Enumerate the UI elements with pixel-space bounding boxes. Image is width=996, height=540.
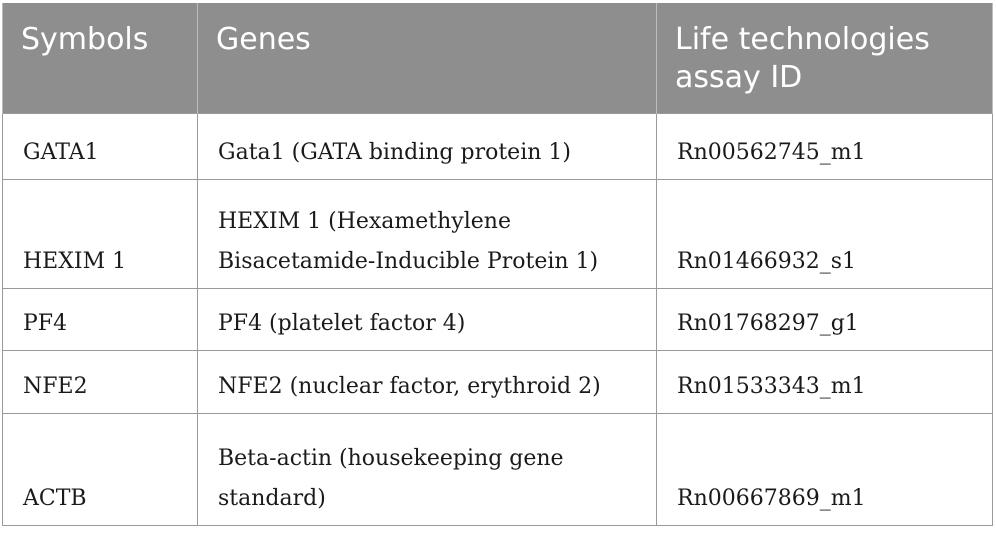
header-assay-id: Life technologies assay ID [656,3,993,113]
gene-assay-table: Symbols Genes Life technologies assay ID… [2,3,993,526]
header-genes: Genes [197,3,657,113]
cell-gene: PF4 (platelet factor 4) [197,287,657,351]
cell-assay-id: Rn01768297_g1 [656,287,993,351]
table-row: PF4 PF4 (platelet factor 4) Rn01768297_g… [2,287,993,351]
cell-symbol: GATA1 [2,112,198,180]
cell-assay-id: Rn01533343_m1 [656,349,993,414]
cell-symbol: HEXIM 1 [2,178,198,289]
header-symbols: Symbols [2,3,198,113]
cell-gene: NFE2 (nuclear factor, erythroid 2) [197,349,657,414]
cell-assay-id: Rn01466932_s1 [656,178,993,289]
cell-symbol: NFE2 [2,349,198,414]
cell-gene: HEXIM 1 (Hexamethylene Bisacetamide-Indu… [197,178,657,289]
cell-assay-id: Rn00562745_m1 [656,112,993,180]
table-row: NFE2 NFE2 (nuclear factor, erythroid 2) … [2,349,993,414]
header-row: Symbols Genes Life technologies assay ID [2,3,993,113]
table-body: GATA1 Gata1 (GATA binding protein 1) Rn0… [2,112,993,526]
cell-gene: Beta-actin (housekeeping gene standard) [197,412,657,526]
table-row: ACTB Beta-actin (housekeeping gene stand… [2,412,993,526]
cell-gene: Gata1 (GATA binding protein 1) [197,112,657,180]
cell-assay-id: Rn00667869_m1 [656,412,993,526]
table-row: GATA1 Gata1 (GATA binding protein 1) Rn0… [2,112,993,180]
table-row: HEXIM 1 HEXIM 1 (Hexamethylene Bisacetam… [2,178,993,289]
table-header: Symbols Genes Life technologies assay ID [2,3,993,113]
cell-symbol: ACTB [2,412,198,526]
cell-symbol: PF4 [2,287,198,351]
